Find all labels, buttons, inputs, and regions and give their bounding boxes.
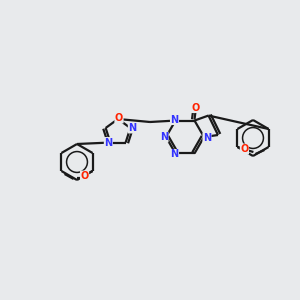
Text: N: N: [104, 137, 112, 148]
Text: N: N: [170, 115, 178, 124]
Text: O: O: [115, 113, 123, 123]
Text: N: N: [170, 149, 178, 160]
Text: O: O: [240, 144, 248, 154]
Text: O: O: [80, 171, 89, 181]
Text: N: N: [203, 133, 211, 143]
Text: O: O: [191, 103, 200, 112]
Text: N: N: [128, 123, 136, 133]
Text: N: N: [160, 132, 168, 142]
